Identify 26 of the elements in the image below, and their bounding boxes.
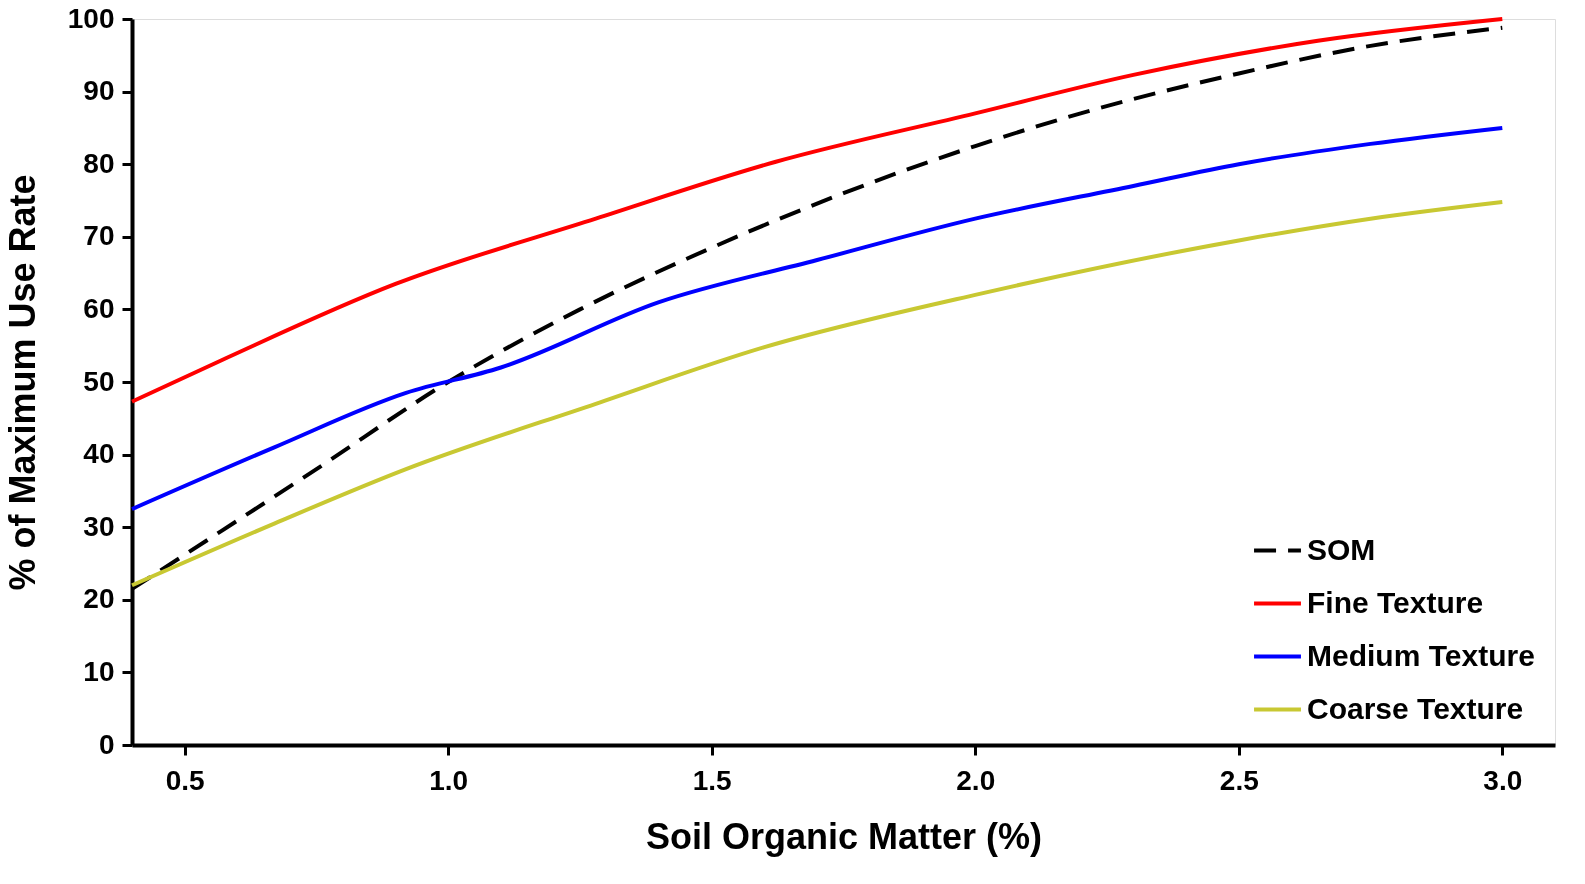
y-tick-label: 100 [67,2,115,34]
y-tick-label: 30 [83,510,115,542]
y-tick-label: 40 [83,438,115,470]
y-axis-title: % of Maximum Use Rate [1,174,43,591]
y-tick-label: 20 [83,583,115,615]
legend-label: Medium Texture [1307,638,1535,672]
legend-label: Fine Texture [1307,585,1484,619]
x-tick-label: 2.5 [1219,764,1259,796]
legend-label: SOM [1307,532,1376,566]
legend-label: Coarse Texture [1307,691,1524,725]
line-series [130,17,1505,404]
y-tick-label: 50 [83,365,115,397]
line-series [130,199,1505,588]
x-tick-label: 1.5 [692,764,732,796]
x-tick-label: 0.5 [165,764,205,796]
x-tick-label: 1.0 [429,764,469,796]
y-tick-label: 70 [83,220,115,252]
x-axis-title: Soil Organic Matter (%) [645,815,1043,857]
y-tick-label: 0 [98,728,115,760]
line-series [130,125,1505,512]
y-tick-label: 60 [83,292,115,324]
y-tick-label: 10 [83,655,115,687]
x-tick-label: 3.0 [1483,764,1523,796]
y-tick-label: 80 [83,147,115,179]
x-tick-label: 2.0 [956,764,996,796]
y-tick-label: 90 [83,75,115,107]
